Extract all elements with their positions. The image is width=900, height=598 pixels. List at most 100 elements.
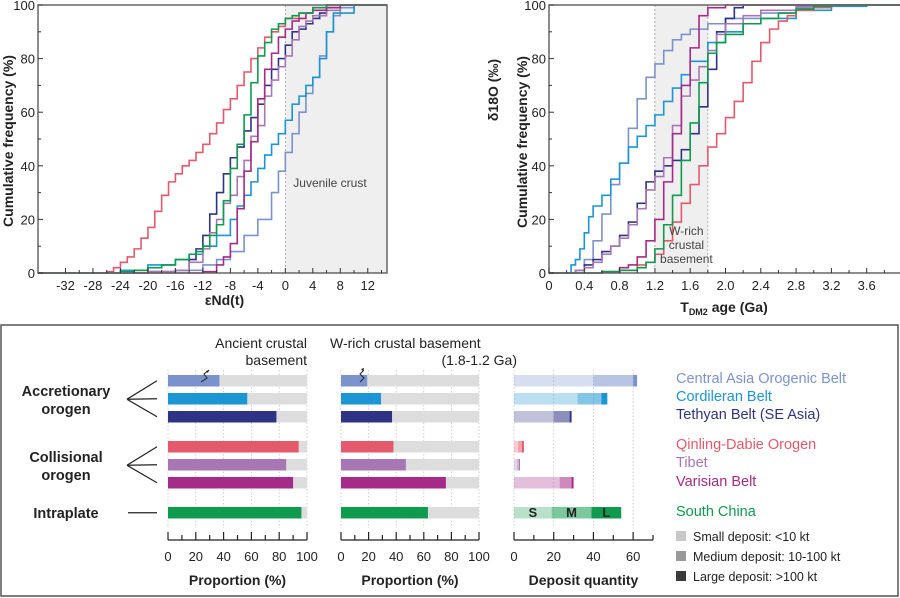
panel-header: Ancient crustal xyxy=(215,335,307,351)
bar-tethyan-large-deposit xyxy=(569,411,572,423)
x-tick-label: 1.2 xyxy=(646,278,664,293)
x-tick-label: 0 xyxy=(282,278,289,293)
group-labels: Accretionary orogen Collisional orogen Intra… xyxy=(22,380,158,522)
bar-tibet-small-deposit xyxy=(514,459,517,471)
bar-south_china-small-deposit xyxy=(514,507,552,519)
bracket-line xyxy=(126,380,158,400)
legend-item-tethyan: Tethyan Belt (SE Asia) xyxy=(676,407,820,423)
x-tick-label: 0.8 xyxy=(611,278,629,293)
chart-tdm: 0 0.4 0.8 1.2 1.6 2.0 2.4 2.8 3.2 3.6 0 20 40 60 80 100… xyxy=(485,0,900,317)
series-line-qinling xyxy=(38,4,387,274)
x-tick-label: 2.0 xyxy=(716,278,734,293)
x-axis-title: Proportion (%) xyxy=(189,572,286,588)
ancient-basement-panel: 0 20 40 60 80 100 Proportion (%) Ancient crusta… xyxy=(164,335,317,588)
x-axis-title: Deposit quantity xyxy=(529,572,639,588)
bar-qinling xyxy=(341,441,394,453)
x-tick-label: 100 xyxy=(468,549,490,564)
bracket-line xyxy=(126,464,158,466)
bracket-line xyxy=(126,398,158,418)
x-tick-label: 40 xyxy=(586,549,600,564)
bar-tibet-large-deposit xyxy=(518,459,520,471)
x-tick-label: 60 xyxy=(626,549,640,564)
bar-varisian-medium-deposit xyxy=(559,477,572,489)
bar-caob-medium-deposit xyxy=(593,375,634,387)
legend-item-varisian: Varisian Belt xyxy=(676,474,756,490)
group-label: orogen xyxy=(41,402,90,418)
legend-item-qinling: Qinling-Dabie Orogen xyxy=(676,437,816,453)
bracket-line xyxy=(126,398,158,400)
bar-south_china-large-deposit xyxy=(591,507,622,519)
series-line-varisian xyxy=(549,4,900,274)
bar-varisian-small-deposit xyxy=(514,477,560,489)
legend: Central Asia Orogenic Belt Cordileran Bel… xyxy=(676,371,846,584)
bar-tibet-medium-deposit xyxy=(516,459,519,471)
group-label: Collisional xyxy=(29,450,102,466)
x-tick-label: 40 xyxy=(389,549,403,564)
w-rich-basement-panel: 0 20 40 60 80 100 Proportion (%) W-rich crustal… xyxy=(330,335,517,588)
panel-header: basement xyxy=(246,352,308,368)
segment-label: M xyxy=(566,505,577,520)
panel-header: W-rich crustal basement xyxy=(330,335,481,351)
bottom-panel: 0 20 40 60 80 100 Proportion (%) Ancient crusta… xyxy=(0,324,899,597)
bar-tethyan xyxy=(341,411,393,423)
legend-size-label: Large deposit: >100 kt xyxy=(693,570,818,584)
x-tick-label: -32 xyxy=(56,278,75,293)
y-tick-label: 20 xyxy=(21,212,35,227)
x-tick-label: 40 xyxy=(216,549,230,564)
x-tick-label: 12 xyxy=(361,278,375,293)
legend-item-cordilleran: Cordileran Belt xyxy=(676,389,772,405)
series-line-tethyan xyxy=(38,4,387,274)
y-axis-title: Cumulative frequency (%) xyxy=(514,56,530,228)
bar-background xyxy=(168,375,307,387)
bar-cordilleran xyxy=(168,393,248,405)
deposit-quantity-panel: 0 20 40 60 Deposit quantity S M L xyxy=(510,370,654,588)
bar-caob-small-deposit xyxy=(514,375,594,387)
x-tick-label: 1.6 xyxy=(681,278,699,293)
y-tick-label: 60 xyxy=(532,105,546,120)
arrow-head xyxy=(206,370,209,373)
x-tick-label: -16 xyxy=(166,278,185,293)
x-axis-title: εNd(t) xyxy=(205,292,244,308)
bar-caob xyxy=(341,375,368,387)
segment-label: S xyxy=(529,505,538,520)
y-tick-label: 100 xyxy=(524,0,546,13)
panel-frame xyxy=(0,324,899,597)
bar-south_china xyxy=(341,507,428,519)
bar-cordilleran-medium-deposit xyxy=(577,393,602,405)
legend-item-tibet: Tibet xyxy=(676,455,708,471)
bar-varisian-large-deposit xyxy=(571,477,574,489)
bar-qinling xyxy=(168,441,299,453)
legend-swatch xyxy=(676,551,686,561)
bar-cordilleran-small-deposit xyxy=(514,393,578,405)
series-line-tibet xyxy=(549,4,900,274)
bar-cordilleran xyxy=(341,393,382,405)
legend-item-caob: Central Asia Orogenic Belt xyxy=(676,371,846,387)
series-line-tethyan xyxy=(549,4,900,274)
x-axis-title: TDM2 age (Ga) xyxy=(680,299,767,317)
x-tick-label: -12 xyxy=(193,278,212,293)
y-tick-label: 0 xyxy=(28,266,35,281)
series-line-south_china xyxy=(38,4,387,274)
bar-tibet xyxy=(341,459,406,471)
x-tick-label: 60 xyxy=(244,549,258,564)
group-label: Accretionary xyxy=(22,384,111,400)
series-line-tibet xyxy=(38,4,387,274)
x-tick-label: 60 xyxy=(417,549,431,564)
x-tick-label: 3.2 xyxy=(822,278,840,293)
panel-header: (1.8-1.2 Ga) xyxy=(442,352,517,368)
x-tick-label: 4 xyxy=(309,278,316,293)
y-tick-label: 60 xyxy=(21,105,35,120)
y-tick-label: 80 xyxy=(21,52,35,67)
bracket-line xyxy=(126,446,158,466)
x-tick-label: 20 xyxy=(546,549,560,564)
bar-background xyxy=(341,441,479,453)
group-label: orogen xyxy=(41,468,90,484)
x-tick-label: 0 xyxy=(510,549,517,564)
bar-varisian xyxy=(168,477,294,489)
series-line-caob xyxy=(549,4,900,274)
bar-tethyan xyxy=(168,411,277,423)
x-tick-label: 8 xyxy=(337,278,344,293)
bar-cordilleran-large-deposit xyxy=(601,393,608,405)
legend-size-label: Small deposit: <10 kt xyxy=(693,530,810,544)
